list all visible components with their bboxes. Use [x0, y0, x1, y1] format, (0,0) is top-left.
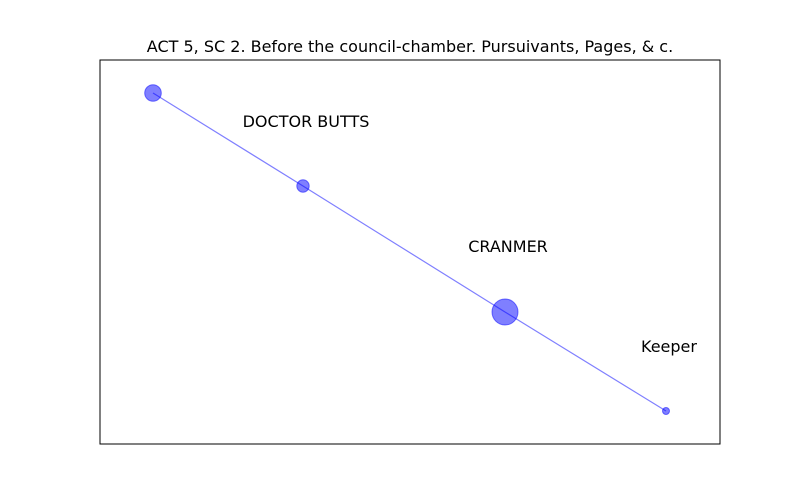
chart-title: ACT 5, SC 2. Before the council-chamber.… [147, 37, 673, 56]
labels-layer: DOCTOR BUTTS CRANMER Keeper [243, 112, 698, 356]
edge-n1-n2 [152, 92, 304, 187]
node-n2 [296, 179, 310, 193]
node-n4 [662, 407, 670, 415]
edge-n3-n4 [504, 311, 667, 412]
plot-frame [99, 59, 721, 445]
node-label-n4: Keeper [641, 337, 697, 356]
edge-n2-n3 [302, 185, 506, 313]
node-label-n3: CRANMER [468, 237, 548, 256]
node-n1 [144, 84, 162, 102]
node-n3 [491, 298, 519, 326]
node-label-n2: DOCTOR BUTTS [243, 112, 370, 131]
edges-layer [152, 92, 667, 412]
nodes-layer [144, 84, 670, 415]
